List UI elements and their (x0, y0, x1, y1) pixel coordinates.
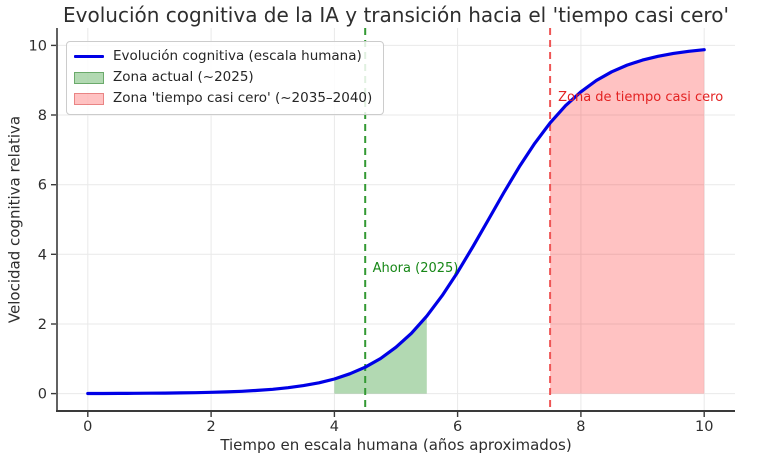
legend-entry-zona-tiempo-casi-cero: Zona 'tiempo casi cero' (~2035–2040) (74, 89, 372, 108)
x-tick-label: 6 (453, 419, 462, 435)
legend-label: Zona actual (~2025) (113, 69, 254, 85)
annotation-ahora-2025: Ahora (2025) (372, 260, 459, 276)
annotation-zona-tiempo-casi-cero: Zona de tiempo casi cero (558, 90, 724, 105)
legend-entry-zona-actual: Zona actual (~2025) (74, 68, 372, 87)
x-tick-label: 0 (83, 419, 92, 435)
legend-green-patch-swatch (74, 71, 104, 84)
sigmoid-curve (86, 48, 706, 396)
legend: Evolución cognitiva (escala humana) Zona… (66, 41, 385, 115)
y-tick-label: 2 (38, 317, 47, 333)
legend-pink-patch-swatch (74, 92, 104, 105)
x-axis-label: Tiempo en escala humana (años aproximado… (220, 436, 572, 454)
zone-fill-pink (550, 49, 705, 394)
y-axis-label: Velocidad cognitiva relativa (5, 115, 24, 324)
chart-title: Evolución cognitiva de la IA y transició… (63, 3, 729, 27)
y-tick-label: 8 (38, 108, 47, 124)
legend-label: Zona 'tiempo casi cero' (~2035–2040) (113, 90, 373, 106)
y-tick-label: 4 (38, 247, 47, 263)
legend-entry-curve: Evolución cognitiva (escala humana) (74, 47, 372, 66)
legend-label: Evolución cognitiva (escala humana) (113, 48, 362, 64)
x-tick-label: 4 (330, 419, 339, 435)
x-tick-label: 2 (206, 419, 215, 435)
legend-line-swatch (74, 55, 104, 58)
x-tick-label: 8 (576, 419, 585, 435)
y-tick-label: 10 (29, 38, 47, 54)
x-tick-label: 10 (695, 419, 713, 435)
y-tick-label: 6 (38, 178, 47, 194)
zone-fill-green (334, 316, 427, 394)
y-tick-label: 0 (38, 387, 47, 403)
